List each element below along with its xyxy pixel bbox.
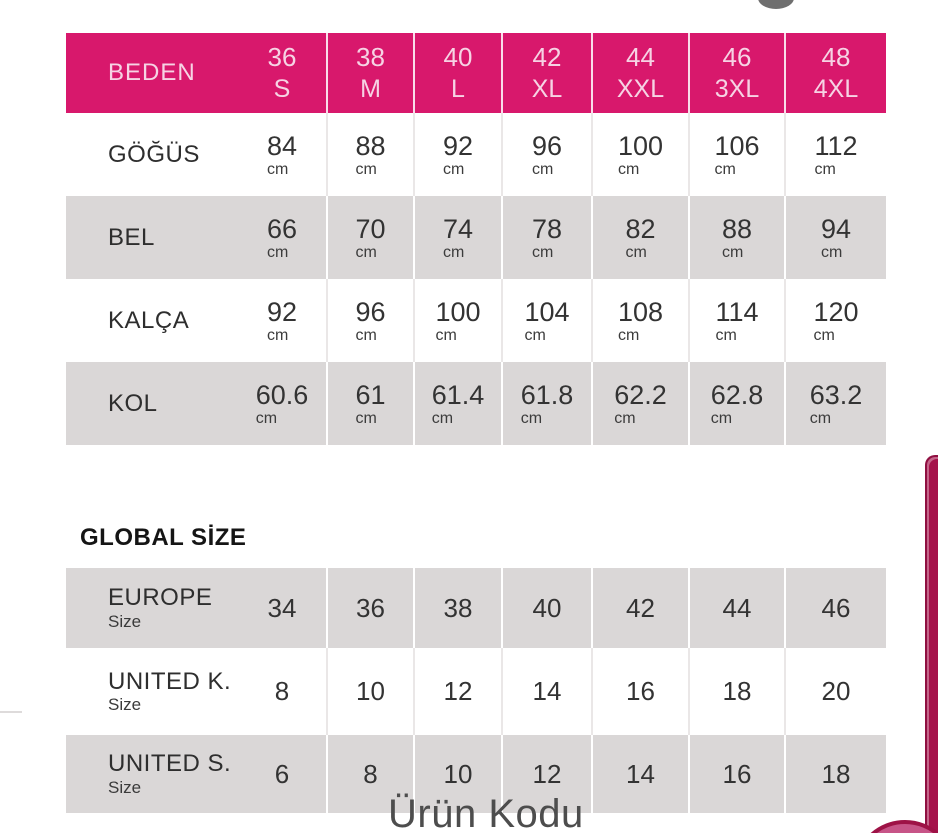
measurement-cell: 100 cm <box>591 113 688 196</box>
size-cell: 16 <box>591 648 688 735</box>
size-cell: 16 <box>688 735 784 813</box>
table-row-gogus: GÖĞÜS 84 cm 88 cm 92 cm 96 cm 100 cm 106 cm 11… <box>66 113 886 196</box>
size-column-header-46: 46 3XL <box>688 33 784 113</box>
row-label: BEL <box>108 223 155 251</box>
measurement-cell: 60.6 cm <box>255 379 309 427</box>
size-cell: 12 <box>413 648 501 735</box>
measurement-cell: 70 cm <box>326 196 413 279</box>
size-cell: 14 <box>501 648 591 735</box>
measurement-cell: 61.8 cm <box>501 362 591 445</box>
measurement-cell: 88 cm <box>688 196 784 279</box>
row-label: EUROPE Size <box>108 584 213 631</box>
measurement-cell: 94 cm <box>784 196 886 279</box>
measurement-cell: 66 cm <box>266 213 298 261</box>
size-cell: 36 <box>326 568 413 648</box>
measurement-cell: 104 cm <box>501 279 591 362</box>
size-cell: 8 <box>274 676 290 706</box>
size-cell: 10 <box>413 735 501 813</box>
size-cell: 18 <box>784 735 886 813</box>
size-column-header-36: 36 S <box>267 42 297 103</box>
size-cell: 38 <box>413 568 501 648</box>
measurement-cell: 88 cm <box>326 113 413 196</box>
size-cell: 12 <box>501 735 591 813</box>
size-table-header-row: BEDEN 36 S 38 M 40 L 42 XL 44 XXL 46 3XL 48 4XL <box>66 33 886 113</box>
size-cell: 42 <box>591 568 688 648</box>
measurement-cell: 120 cm <box>784 279 886 362</box>
size-cell: 6 <box>274 758 290 789</box>
table-row-united-k: UNITED K. Size 8 10 12 14 16 18 20 <box>66 648 886 735</box>
size-cell: 18 <box>688 648 784 735</box>
size-cell: 34 <box>267 592 297 623</box>
size-column-header-44: 44 XXL <box>591 33 688 113</box>
row-label: GÖĞÜS <box>108 140 200 168</box>
measurement-cell: 108 cm <box>591 279 688 362</box>
size-cell: 46 <box>784 568 886 648</box>
left-divider-fragment <box>0 711 22 713</box>
measurement-cell: 112 cm <box>784 113 886 196</box>
table-row-kol: KOL 60.6 cm 61 cm 61.4 cm 61.8 cm 62.2 cm 62.… <box>66 362 886 445</box>
cropped-logo-blob <box>758 0 794 9</box>
table-row-europe: EUROPE Size 34 36 38 40 42 44 46 <box>66 568 886 648</box>
size-cell: 14 <box>591 735 688 813</box>
beden-label: BEDEN <box>108 59 196 86</box>
size-cell: 40 <box>501 568 591 648</box>
measurement-cell: 92 cm <box>413 113 501 196</box>
measurement-cell: 92 cm <box>266 296 298 344</box>
global-size-table: EUROPE Size 34 36 38 40 42 44 46 UNITED K… <box>66 568 886 813</box>
measurement-cell: 78 cm <box>501 196 591 279</box>
measurement-cell: 84 cm <box>266 130 298 178</box>
size-column-header-40: 40 L <box>413 33 501 113</box>
row-label: UNITED K. Size <box>108 667 232 715</box>
scrollbar-thumb[interactable] <box>925 455 938 833</box>
size-cell: 20 <box>784 648 886 735</box>
measurement-cell: 61 cm <box>326 362 413 445</box>
measurement-cell: 96 cm <box>326 279 413 362</box>
measurement-cell: 106 cm <box>688 113 784 196</box>
row-label: KALÇA <box>108 306 190 334</box>
size-table-corner-label: BEDEN <box>66 33 238 113</box>
size-column-header-42: 42 XL <box>501 33 591 113</box>
measurement-cell: 74 cm <box>413 196 501 279</box>
row-label: KOL <box>108 389 158 417</box>
table-row-bel: BEL 66 cm 70 cm 74 cm 78 cm 82 cm 88 cm 94 cm <box>66 196 886 279</box>
measurement-cell: 62.8 cm <box>688 362 784 445</box>
table-row-united-s: UNITED S. Size 6 8 10 12 14 16 18 <box>66 735 886 813</box>
size-column-header-48: 48 4XL <box>784 33 886 113</box>
measurement-cell: 100 cm <box>413 279 501 362</box>
size-cell: 10 <box>326 648 413 735</box>
size-cell: 8 <box>326 735 413 813</box>
measurement-cell: 63.2 cm <box>784 362 886 445</box>
measurement-cell: 61.4 cm <box>413 362 501 445</box>
size-table: BEDEN 36 S 38 M 40 L 42 XL 44 XXL 46 3XL 48 4XL <box>66 33 886 445</box>
measurement-cell: 114 cm <box>688 279 784 362</box>
measurement-cell: 62.2 cm <box>591 362 688 445</box>
table-row-kalca: KALÇA 92 cm 96 cm 100 cm 104 cm 108 cm 114 cm … <box>66 279 886 362</box>
size-cell: 44 <box>688 568 784 648</box>
urun-kodu-caption: Ürün Kodu <box>388 792 584 833</box>
measurement-cell: 96 cm <box>501 113 591 196</box>
size-column-header-38: 38 M <box>326 33 413 113</box>
global-size-heading: GLOBAL SİZE <box>80 524 247 551</box>
measurement-cell: 82 cm <box>591 196 688 279</box>
row-label: UNITED S. Size <box>108 750 232 797</box>
